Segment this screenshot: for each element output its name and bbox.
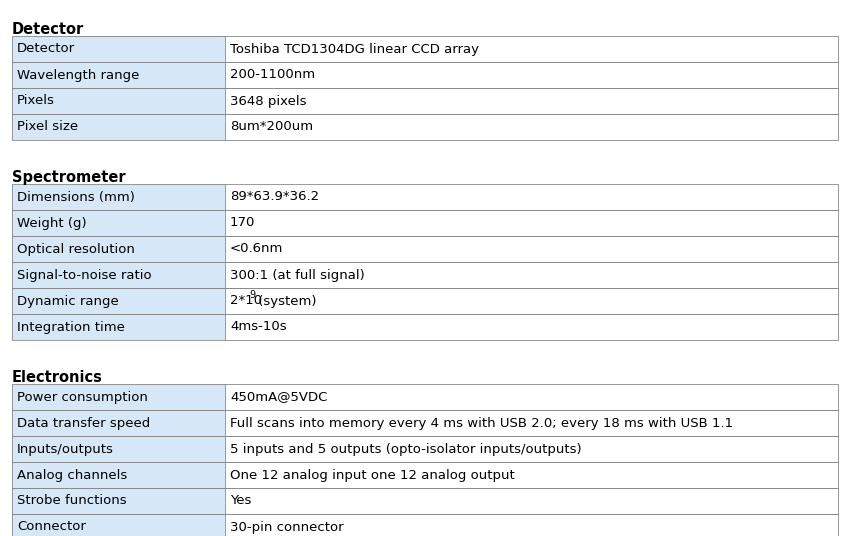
Bar: [12, 184, 225, 210]
Bar: [12, 88, 225, 114]
Bar: [12, 36, 838, 62]
Bar: [12, 436, 838, 462]
Text: Dynamic range: Dynamic range: [17, 294, 119, 308]
Bar: [12, 488, 225, 514]
Text: Signal-to-noise ratio: Signal-to-noise ratio: [17, 269, 151, 281]
Bar: [225, 514, 838, 536]
Text: 200-1100nm: 200-1100nm: [230, 69, 315, 81]
Text: 30-pin connector: 30-pin connector: [230, 520, 343, 533]
Bar: [225, 488, 838, 514]
Bar: [12, 62, 838, 88]
Bar: [12, 384, 225, 410]
Bar: [12, 210, 838, 236]
Text: Detector: Detector: [17, 42, 75, 56]
Bar: [12, 288, 838, 314]
Text: Integration time: Integration time: [17, 321, 125, 333]
Text: 9: 9: [250, 291, 256, 300]
Text: Inputs/outputs: Inputs/outputs: [17, 443, 114, 456]
Text: Dimensions (mm): Dimensions (mm): [17, 190, 135, 204]
Text: One 12 analog input one 12 analog output: One 12 analog input one 12 analog output: [230, 468, 515, 481]
Bar: [12, 410, 838, 436]
Bar: [225, 88, 838, 114]
Bar: [12, 488, 838, 514]
Text: Optical resolution: Optical resolution: [17, 242, 135, 256]
Bar: [12, 384, 838, 410]
Bar: [225, 184, 838, 210]
Bar: [12, 236, 225, 262]
Text: (system): (system): [254, 294, 316, 308]
Text: 3648 pixels: 3648 pixels: [230, 94, 307, 108]
Bar: [12, 514, 225, 536]
Bar: [12, 36, 225, 62]
Text: 170: 170: [230, 217, 255, 229]
Bar: [225, 262, 838, 288]
Text: Spectrometer: Spectrometer: [12, 170, 126, 185]
Bar: [12, 236, 838, 262]
Bar: [12, 184, 838, 210]
Bar: [12, 114, 225, 140]
Text: 450mA@5VDC: 450mA@5VDC: [230, 391, 327, 404]
Bar: [12, 514, 838, 536]
Text: 300:1 (at full signal): 300:1 (at full signal): [230, 269, 365, 281]
Text: Strobe functions: Strobe functions: [17, 495, 127, 508]
Text: Pixels: Pixels: [17, 94, 55, 108]
Text: Yes: Yes: [230, 495, 252, 508]
Bar: [12, 288, 225, 314]
Text: Pixel size: Pixel size: [17, 121, 78, 133]
Bar: [225, 384, 838, 410]
Bar: [12, 314, 225, 340]
Bar: [225, 36, 838, 62]
Text: 2*10: 2*10: [230, 294, 262, 308]
Bar: [12, 462, 225, 488]
Text: 4ms-10s: 4ms-10s: [230, 321, 286, 333]
Text: Data transfer speed: Data transfer speed: [17, 416, 150, 429]
Bar: [225, 288, 838, 314]
Bar: [225, 114, 838, 140]
Bar: [12, 436, 225, 462]
Bar: [12, 262, 838, 288]
Bar: [12, 210, 225, 236]
Text: Electronics: Electronics: [12, 370, 103, 385]
Bar: [225, 462, 838, 488]
Text: Full scans into memory every 4 ms with USB 2.0; every 18 ms with USB 1.1: Full scans into memory every 4 ms with U…: [230, 416, 733, 429]
Text: Connector: Connector: [17, 520, 86, 533]
Text: Toshiba TCD1304DG linear CCD array: Toshiba TCD1304DG linear CCD array: [230, 42, 479, 56]
Text: 89*63.9*36.2: 89*63.9*36.2: [230, 190, 319, 204]
Text: Detector: Detector: [12, 22, 84, 37]
Bar: [225, 436, 838, 462]
Bar: [12, 114, 838, 140]
Text: Wavelength range: Wavelength range: [17, 69, 139, 81]
Bar: [225, 210, 838, 236]
Text: <0.6nm: <0.6nm: [230, 242, 283, 256]
Bar: [12, 88, 838, 114]
Text: Analog channels: Analog channels: [17, 468, 128, 481]
Bar: [12, 62, 225, 88]
Text: Power consumption: Power consumption: [17, 391, 148, 404]
Bar: [225, 410, 838, 436]
Text: Weight (g): Weight (g): [17, 217, 87, 229]
Bar: [225, 314, 838, 340]
Bar: [225, 62, 838, 88]
Bar: [12, 462, 838, 488]
Bar: [12, 314, 838, 340]
Bar: [12, 410, 225, 436]
Text: 8um*200um: 8um*200um: [230, 121, 313, 133]
Bar: [12, 262, 225, 288]
Text: 5 inputs and 5 outputs (opto-isolator inputs/outputs): 5 inputs and 5 outputs (opto-isolator in…: [230, 443, 581, 456]
Bar: [225, 236, 838, 262]
